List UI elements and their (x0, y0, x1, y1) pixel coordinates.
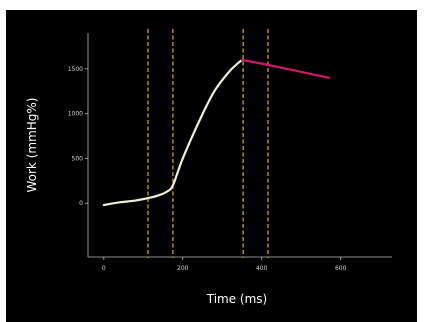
series-line-1 (240, 58, 330, 79)
event-markers (147, 29, 269, 258)
chart-panel (6, 10, 417, 322)
series-line-0 (102, 58, 244, 207)
y-axis-label: Work (mmHg%) (25, 98, 39, 193)
y-tick-label: 1500 (68, 66, 83, 73)
x-tick-label: 600 (335, 265, 347, 272)
y-tick-label: 0 (79, 200, 83, 207)
series-group (102, 58, 330, 207)
y-tick-label: 500 (72, 155, 84, 162)
y-tick-label: 1000 (68, 111, 83, 118)
x-tick-label: 400 (256, 265, 268, 272)
x-ticks: 0 200 400 600 (102, 257, 347, 272)
x-axis-label: Time (ms) (206, 292, 268, 306)
x-tick-label: 200 (177, 265, 189, 272)
y-ticks: 0 500 1000 1500 (68, 66, 88, 207)
x-tick-label: 0 (102, 265, 106, 272)
